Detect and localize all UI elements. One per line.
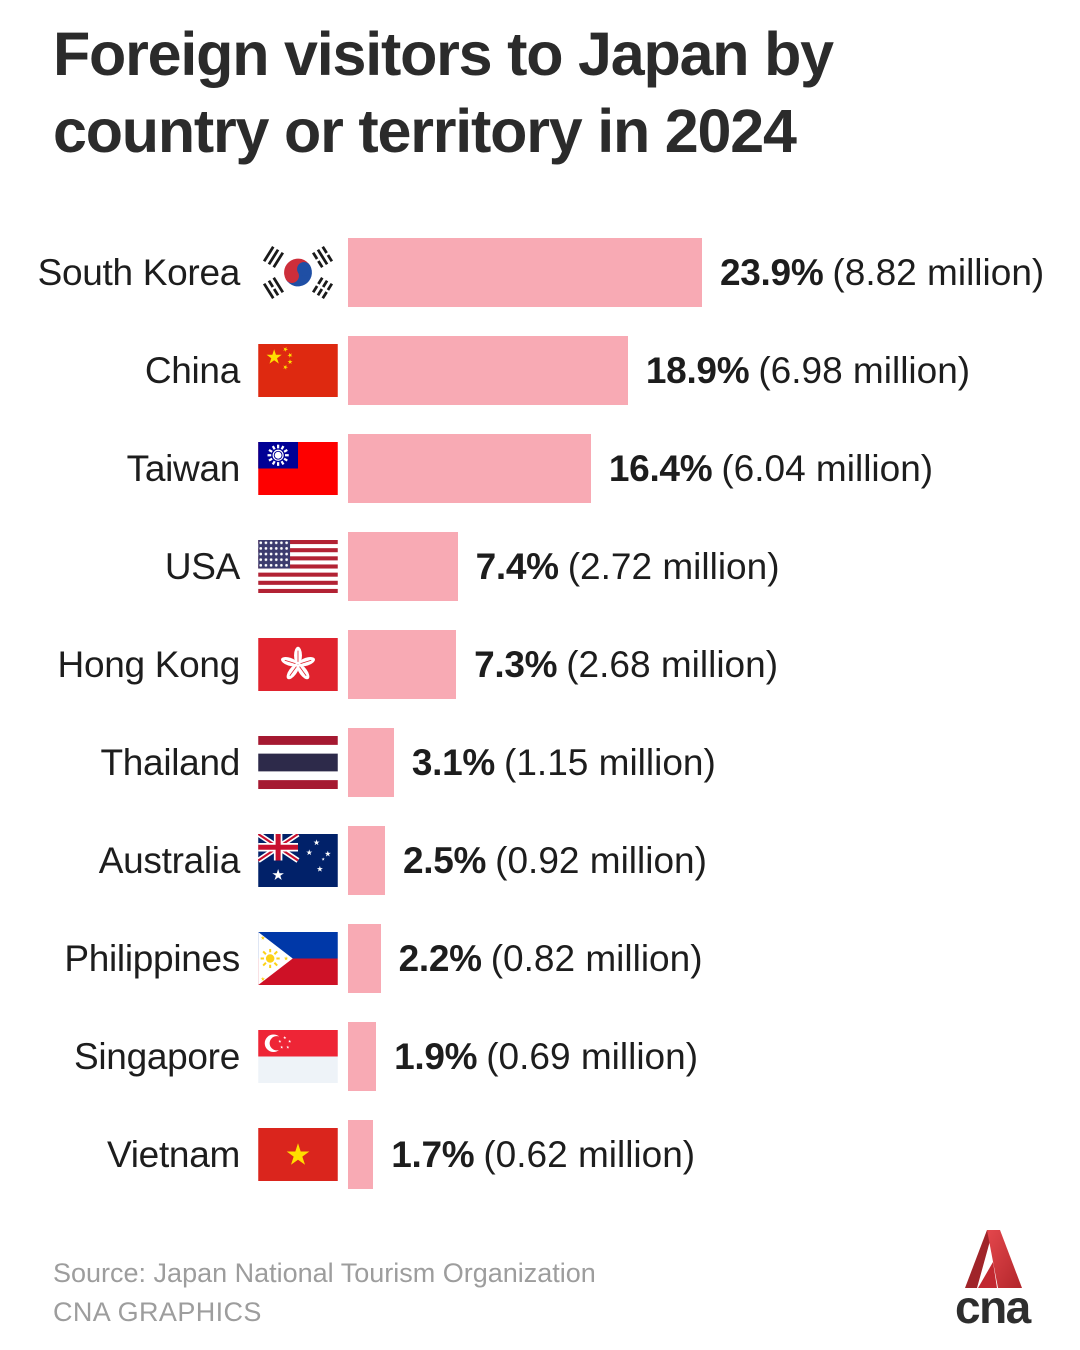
bar-philippines <box>348 924 381 993</box>
south-korea-flag-icon <box>258 246 338 299</box>
usa-flag-icon <box>258 540 338 593</box>
country-label: Thailand <box>100 741 240 783</box>
taiwan-flag-icon <box>258 442 338 495</box>
title-line-2: country or territory in 2024 <box>53 96 797 165</box>
hong-kong-flag-icon <box>258 638 338 691</box>
absolute-value: (0.82 million) <box>490 937 703 979</box>
country-label: Singapore <box>74 1035 240 1077</box>
row-thailand: Thailand 3.1% (1.15 million) <box>0 728 1080 797</box>
bar-usa <box>348 532 458 601</box>
row-vietnam: Vietnam 1.7% (0.62 million) <box>0 1120 1080 1189</box>
country-label: Taiwan <box>126 447 241 489</box>
singapore-flag-icon <box>258 1030 338 1083</box>
bar-taiwan <box>348 434 591 503</box>
value-label: 2.5% (0.92 million) <box>403 840 707 882</box>
row-australia: Australia <box>0 826 1080 895</box>
percent-value: 2.5% <box>403 839 487 881</box>
cna-logo-right-leg <box>987 1230 1022 1288</box>
country-label: Australia <box>98 839 241 881</box>
value-label: 3.1% (1.15 million) <box>412 742 716 784</box>
percent-value: 1.7% <box>391 1133 475 1175</box>
bar-singapore <box>348 1022 377 1091</box>
bar-chart: South Korea <box>0 238 1080 1218</box>
value-label: 18.9% (6.98 million) <box>646 350 970 392</box>
thailand-flag-icon <box>258 736 338 789</box>
percent-value: 2.2% <box>398 937 482 979</box>
absolute-value: (0.92 million) <box>495 839 707 881</box>
bar-hong-kong <box>348 630 457 699</box>
row-singapore: Singapore 1.9% (0.69 mill <box>0 1022 1080 1091</box>
row-usa: USA 7.4% (2.72 million) <box>0 532 1080 601</box>
bar-thailand <box>348 728 394 797</box>
absolute-value: (2.72 million) <box>567 545 780 587</box>
percent-value: 7.4% <box>475 545 559 587</box>
value-label: 2.2% (0.82 million) <box>399 938 703 980</box>
absolute-value: (0.69 million) <box>486 1035 699 1077</box>
value-label: 23.9% (8.82 million) <box>720 252 1044 294</box>
absolute-value: (1.15 million) <box>504 741 716 783</box>
percent-value: 7.3% <box>474 643 558 685</box>
vietnam-flag-icon <box>258 1128 338 1181</box>
percent-value: 23.9% <box>720 251 824 293</box>
value-label: 1.7% (0.62 million) <box>391 1134 695 1176</box>
value-label: 7.3% (2.68 million) <box>474 644 778 686</box>
absolute-value: (2.68 million) <box>566 643 779 685</box>
credit-note: CNA GRAPHICS <box>53 1297 262 1327</box>
title-line-1: Foreign visitors to Japan by <box>53 20 834 88</box>
bar-vietnam <box>348 1120 374 1189</box>
absolute-value: (0.62 million) <box>483 1133 696 1175</box>
country-label: Philippines <box>64 937 240 979</box>
value-label: 1.9% (0.69 million) <box>394 1036 698 1078</box>
row-china: China 18.9% (6.98 million) <box>0 336 1080 405</box>
country-label: South Korea <box>37 251 241 293</box>
percent-value: 1.9% <box>394 1035 478 1077</box>
percent-value: 18.9% <box>645 349 750 391</box>
cna-logo-left-leg <box>965 1230 993 1288</box>
country-label: USA <box>164 545 240 587</box>
china-flag-icon <box>258 344 338 397</box>
country-label: Vietnam <box>107 1133 240 1175</box>
percent-value: 3.1% <box>411 741 496 783</box>
row-taiwan: Taiwan <box>0 434 1080 503</box>
absolute-value: (6.98 million) <box>758 349 971 391</box>
source-note: Source: Japan National Tourism Organizat… <box>53 1258 596 1288</box>
bar-australia <box>348 826 385 895</box>
value-label: 7.4% (2.72 million) <box>476 546 780 588</box>
cna-logo: cna <box>953 1228 1033 1326</box>
cna-logo-foot <box>978 1262 997 1288</box>
row-south-korea: South Korea <box>0 238 1080 307</box>
country-label: Hong Kong <box>57 643 241 685</box>
absolute-value: (8.82 million) <box>832 251 1045 293</box>
percent-value: 16.4% <box>608 447 713 489</box>
australia-flag-icon <box>258 834 338 887</box>
absolute-value: (6.04 million) <box>721 447 934 489</box>
country-label: China <box>144 349 240 391</box>
cna-logo-text: cna <box>955 1281 1032 1326</box>
page-title: Foreign visitors to Japan by country or t… <box>53 16 1028 170</box>
bar-south-korea <box>348 238 702 307</box>
value-label: 16.4% (6.04 million) <box>609 448 933 490</box>
row-philippines: Philippines <box>0 924 1080 993</box>
row-hong-kong: Hong Kong 7.3% (2.68 million) <box>0 630 1080 699</box>
philippines-flag-icon <box>258 932 338 985</box>
bar-china <box>348 336 628 405</box>
